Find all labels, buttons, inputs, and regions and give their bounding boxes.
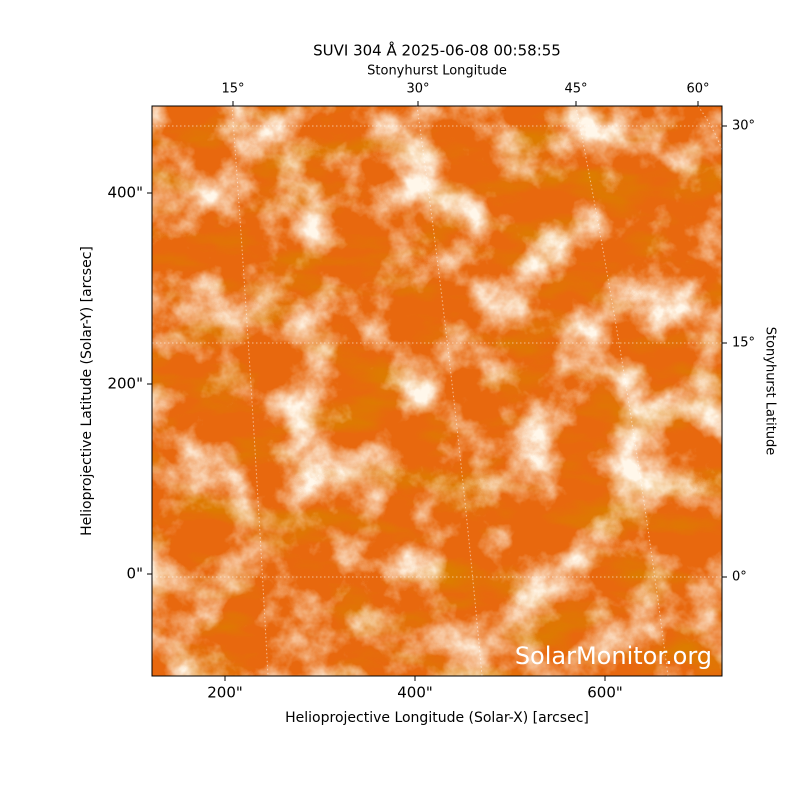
- x-tick-label: 400": [397, 684, 433, 702]
- y-axis-label: Helioprojective Latitude (Solar-Y) [arcs…: [79, 246, 95, 536]
- right-axis-label: Stonyhurst Latitude: [763, 327, 778, 456]
- ticks: [147, 101, 727, 681]
- solar-image: [152, 106, 722, 676]
- top-axis-label: Stonyhurst Longitude: [367, 64, 507, 79]
- top-tick-label: 60°: [686, 82, 709, 97]
- coordinate-grid: [152, 106, 722, 676]
- y-tick-label: 0": [127, 565, 143, 583]
- y-tick-label: 400": [107, 184, 143, 202]
- plot-frame: [151, 105, 723, 677]
- y-tick-label: 200": [107, 375, 143, 393]
- top-tick-label: 30°: [406, 82, 429, 97]
- title: SUVI 304 Å 2025-06-08 00:58:55: [313, 41, 561, 60]
- right-tick-label: 15°: [732, 336, 755, 351]
- x-tick-label: 600": [587, 684, 623, 702]
- top-tick-label: 45°: [564, 82, 587, 97]
- x-tick-label: 200": [207, 684, 243, 702]
- top-tick-label: 15°: [221, 82, 244, 97]
- right-tick-label: 0°: [732, 570, 747, 585]
- watermark: SolarMonitor.org: [515, 642, 712, 670]
- right-tick-label: 30°: [732, 119, 755, 134]
- x-axis-label: Helioprojective Longitude (Solar-X) [arc…: [285, 710, 589, 726]
